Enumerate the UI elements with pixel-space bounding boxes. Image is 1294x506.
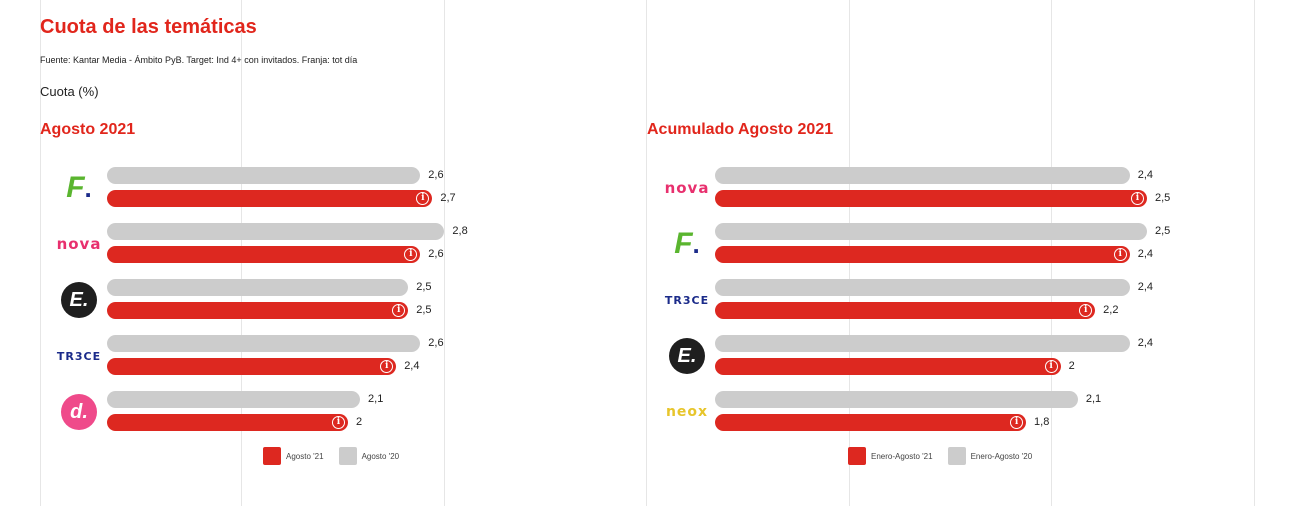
value-label-previous: 2,8 bbox=[452, 225, 468, 237]
value-label-previous: 2,4 bbox=[1137, 337, 1154, 349]
gridline bbox=[1254, 0, 1255, 506]
nova-logo: nova bbox=[664, 179, 710, 197]
fdf-logo: F. bbox=[66, 171, 92, 204]
neox-logo: neox bbox=[665, 404, 709, 420]
page-title: Cuota de las temáticas bbox=[40, 16, 257, 38]
panel-title-acumulado: Acumulado Agosto 2021 bbox=[647, 121, 834, 138]
value-label-previous: 2,5 bbox=[416, 281, 432, 293]
legend-item-current[interactable]: Agosto '21 bbox=[263, 447, 324, 465]
bar-previous[interactable] bbox=[715, 391, 1078, 408]
bar-current[interactable] bbox=[107, 414, 348, 431]
bar-previous[interactable] bbox=[715, 335, 1130, 352]
bar-previous[interactable] bbox=[107, 391, 361, 408]
energy-logo: E. bbox=[59, 280, 99, 320]
bar-current[interactable] bbox=[715, 190, 1147, 207]
value-label-current: 2 bbox=[1068, 360, 1075, 372]
bar-previous[interactable] bbox=[107, 335, 421, 352]
trece-logo: TR3CE bbox=[664, 293, 710, 307]
value-label-current: 2,2 bbox=[1103, 304, 1119, 316]
value-label-previous: 2,6 bbox=[428, 337, 444, 349]
legend-swatch-previous bbox=[338, 447, 357, 465]
source-note: Fuente: Kantar Media - Ámbito PyB. Targe… bbox=[40, 55, 358, 65]
value-label-previous: 2,5 bbox=[1155, 225, 1171, 237]
legend-swatch-previous bbox=[947, 447, 966, 465]
unit-label: Cuota (%) bbox=[40, 84, 99, 99]
bar-current[interactable] bbox=[107, 302, 409, 319]
legend-item-previous[interactable]: Enero-Agosto '20 bbox=[947, 447, 1033, 465]
value-label-previous: 2,1 bbox=[1085, 393, 1102, 405]
energy-logo: E. bbox=[667, 336, 707, 376]
gridline bbox=[646, 0, 647, 506]
info-icon[interactable]: i bbox=[392, 303, 406, 317]
bar-previous[interactable] bbox=[715, 223, 1147, 240]
nova-logo: nova bbox=[56, 235, 102, 253]
value-label-current: 2 bbox=[356, 416, 363, 428]
bar-previous[interactable] bbox=[715, 167, 1130, 184]
legend-swatch-current bbox=[848, 447, 866, 465]
info-icon[interactable]: i bbox=[1010, 415, 1024, 429]
info-icon[interactable]: i bbox=[332, 415, 345, 429]
bar-previous[interactable] bbox=[715, 279, 1130, 296]
info-icon[interactable]: i bbox=[1131, 191, 1144, 205]
value-label-previous: 2,4 bbox=[1137, 281, 1154, 293]
legend-swatch-current bbox=[263, 447, 281, 465]
panel-title-agosto: Agosto 2021 bbox=[40, 121, 136, 138]
legend-label-current: Enero-Agosto '21 bbox=[871, 451, 933, 461]
bar-current[interactable] bbox=[715, 358, 1061, 375]
info-icon[interactable]: i bbox=[1044, 359, 1058, 373]
value-label-current: 2,5 bbox=[1155, 192, 1171, 204]
bar-previous[interactable] bbox=[107, 167, 421, 184]
value-label-current: 2,4 bbox=[1137, 248, 1154, 260]
legend-item-previous[interactable]: Agosto '20 bbox=[338, 447, 400, 465]
legend-agosto: Agosto '21 Agosto '20 bbox=[263, 447, 414, 465]
bar-current[interactable] bbox=[107, 246, 421, 263]
bar-current[interactable] bbox=[715, 414, 1027, 431]
trece-logo: TR3CE bbox=[56, 349, 102, 363]
legend-item-current[interactable]: Enero-Agosto '21 bbox=[848, 447, 933, 465]
bar-current[interactable] bbox=[107, 358, 397, 375]
bar-current[interactable] bbox=[107, 190, 433, 207]
legend-label-current: Agosto '21 bbox=[286, 451, 324, 461]
bar-previous[interactable] bbox=[107, 279, 409, 296]
value-label-current: 2,6 bbox=[428, 248, 444, 260]
legend-label-previous: Enero-Agosto '20 bbox=[970, 451, 1033, 461]
info-icon[interactable]: i bbox=[416, 191, 430, 205]
gridline bbox=[444, 0, 445, 506]
value-label-current: 2,7 bbox=[440, 192, 456, 204]
value-label-current: 2,5 bbox=[416, 304, 432, 316]
value-label-current: 2,4 bbox=[404, 360, 420, 372]
legend-acumulado: Enero-Agosto '21 Enero-Agosto '20 bbox=[848, 447, 1047, 465]
value-label-previous: 2,1 bbox=[368, 393, 384, 405]
info-icon[interactable]: i bbox=[1113, 247, 1127, 261]
gridline bbox=[40, 0, 41, 506]
info-icon[interactable]: i bbox=[380, 359, 394, 373]
value-label-previous: 2,4 bbox=[1137, 169, 1154, 181]
bar-current[interactable] bbox=[715, 246, 1130, 263]
value-label-previous: 2,6 bbox=[428, 169, 444, 181]
bar-current[interactable] bbox=[715, 302, 1096, 319]
divinity-logo: d. bbox=[59, 392, 99, 432]
value-label-current: 1,8 bbox=[1034, 416, 1050, 428]
info-icon[interactable]: i bbox=[404, 247, 418, 261]
bar-previous[interactable] bbox=[107, 223, 445, 240]
fdf-logo: F. bbox=[674, 227, 700, 260]
legend-label-previous: Agosto '20 bbox=[361, 451, 400, 461]
info-icon[interactable]: i bbox=[1079, 303, 1093, 317]
